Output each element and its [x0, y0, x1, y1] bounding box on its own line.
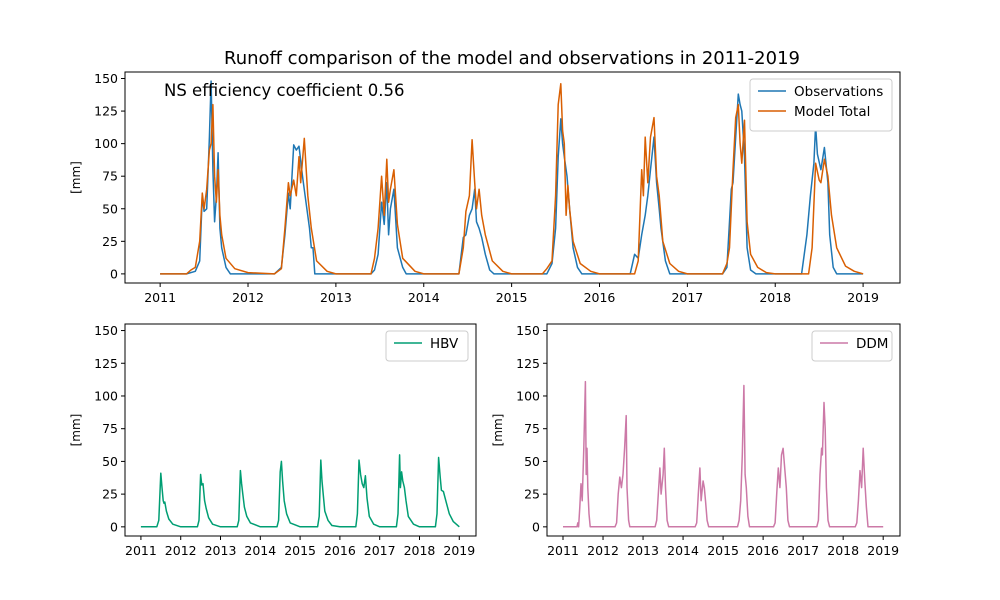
x-tick-label: 2013 — [205, 543, 237, 558]
y-tick-label: 75 — [102, 169, 118, 184]
x-tick-label: 2016 — [584, 290, 616, 305]
ns-efficiency-annotation: NS efficiency coefficient 0.56 — [164, 81, 405, 100]
x-tick-label: 2012 — [232, 290, 264, 305]
y-tick-label: 75 — [524, 421, 540, 436]
x-tick-label: 2017 — [364, 543, 396, 558]
ddm-panel: 2011 2012 2013 2014 2015 2016 2017 2018 2019 0 25 5… — [491, 323, 901, 558]
y-tick-label: 0 — [110, 266, 118, 281]
y-tick-label: 50 — [102, 201, 118, 216]
axes-frame — [124, 71, 901, 284]
legend: DDM — [811, 330, 893, 362]
series-line-ddm — [563, 380, 884, 528]
x-tick-label: 2017 — [671, 290, 703, 305]
x-tick-label: 2019 — [847, 290, 879, 305]
x-tick-label: 2016 — [747, 543, 779, 558]
x-tick-label: 2011 — [125, 543, 157, 558]
x-tick-label: 2014 — [244, 543, 276, 558]
legend-entry: Observations — [794, 84, 883, 100]
x-tick-label: 2019 — [443, 543, 475, 558]
x-tick-label: 2011 — [144, 290, 176, 305]
y-tick-label: 150 — [516, 323, 540, 338]
x-tick-label: 2015 — [496, 290, 528, 305]
y-tick-label: 125 — [516, 356, 540, 371]
y-tick-label: 125 — [94, 356, 118, 371]
legend-box — [811, 330, 893, 362]
x-tick-label: 2016 — [324, 543, 356, 558]
x-tick-label: 2015 — [707, 543, 739, 558]
legend: HBV — [385, 330, 469, 362]
series-line-model-total — [160, 82, 864, 275]
series-line-hbv — [140, 454, 460, 528]
y-axis-label: [mm] — [69, 161, 83, 194]
y-tick-label: 150 — [94, 71, 118, 86]
x-tick-label: 2014 — [408, 290, 440, 305]
y-tick-label: 100 — [516, 388, 540, 403]
top-panel-runoff-comparison: 2011 2012 2013 2014 2015 2016 2017 2018 2019 0 25 5… — [69, 71, 901, 305]
x-tick-label: 2012 — [165, 543, 197, 558]
y-axis-label: [mm] — [69, 414, 83, 447]
y-tick-label: 75 — [102, 421, 118, 436]
y-tick-label: 100 — [94, 388, 118, 403]
y-tick-label: 100 — [94, 136, 118, 151]
x-tick-label: 2011 — [547, 543, 579, 558]
x-tick-label: 2018 — [827, 543, 859, 558]
y-tick-label: 0 — [532, 519, 540, 534]
y-tick-label: 0 — [110, 519, 118, 534]
x-tick-label: 2012 — [587, 543, 619, 558]
x-tick-label: 2019 — [867, 543, 899, 558]
x-tick-label: 2018 — [404, 543, 436, 558]
y-tick-label: 50 — [102, 454, 118, 469]
x-tick-label: 2013 — [627, 543, 659, 558]
x-tick-label: 2014 — [667, 543, 699, 558]
legend-entry: HBV — [430, 336, 459, 352]
y-tick-label: 150 — [94, 323, 118, 338]
x-tick-label: 2013 — [320, 290, 352, 305]
legend-entry: Model Total — [794, 104, 870, 120]
legend-box — [385, 330, 469, 362]
y-axis-label: [mm] — [491, 414, 505, 447]
legend: Observations Model Total — [749, 78, 893, 132]
legend-entry: DDM — [856, 336, 888, 352]
figure-title: Runoff comparison of the model and obser… — [224, 48, 800, 69]
x-tick-label: 2015 — [284, 543, 316, 558]
y-tick-label: 125 — [94, 104, 118, 119]
x-tick-label: 2018 — [759, 290, 791, 305]
y-tick-label: 25 — [102, 234, 118, 249]
y-tick-label: 25 — [524, 487, 540, 502]
legend-box — [749, 78, 893, 132]
y-tick-label: 25 — [102, 487, 118, 502]
hbv-panel: 2011 2012 2013 2014 2015 2016 2017 2018 2019 0 25 5… — [69, 323, 477, 558]
y-tick-label: 50 — [524, 454, 540, 469]
x-tick-label: 2017 — [787, 543, 819, 558]
